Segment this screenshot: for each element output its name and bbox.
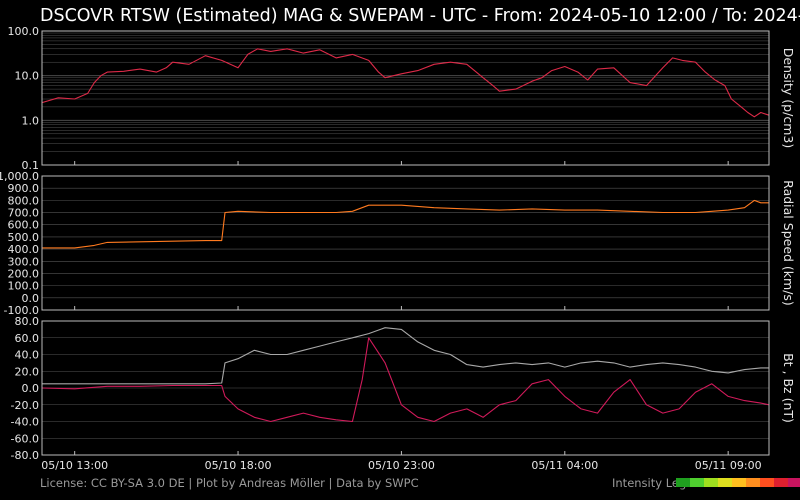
- magnetic-frame: [41, 320, 770, 456]
- speed-axis-label: Radial Speed (km/s): [781, 180, 796, 306]
- speed-ytick-label: -100.0: [4, 304, 39, 317]
- x-tick-label: 05/11 09:00: [695, 459, 762, 472]
- magnetic-ytick-label: 60.0: [15, 332, 40, 345]
- density-ytick-label: 10.0: [15, 70, 40, 83]
- legend-swatch: [718, 478, 732, 487]
- density-frame: [41, 30, 770, 166]
- legend-swatch: [760, 478, 774, 487]
- magnetic-ytick-label: 40.0: [15, 349, 40, 362]
- density-ytick-label: 100.0: [8, 25, 40, 38]
- magnetic-panel: 80.0 60.0 40.0 20.0 0.0 -20.0 -40.0 -60.0 -80.0 B…: [11, 315, 796, 462]
- speed-ytick-label: 500.0: [8, 231, 40, 244]
- legend-swatch: [690, 478, 704, 487]
- magnetic-ytick-label: -40.0: [11, 416, 39, 429]
- speed-ytick-label: 600.0: [8, 219, 40, 232]
- legend-swatch: [774, 478, 788, 487]
- speed-ytick-label: 800.0: [8, 194, 40, 207]
- footer-license: License: CC BY-SA 3.0 DE | Plot by Andre…: [40, 476, 419, 490]
- x-tick-label: 05/10 13:00: [41, 459, 108, 472]
- magnetic-series-bz: [41, 337, 770, 423]
- speed-frame: [41, 175, 770, 311]
- chart-title: DSCOVR RTSW (Estimated) MAG & SWEPAM - U…: [40, 6, 800, 26]
- density-ytick-label: 0.1: [22, 159, 40, 172]
- speed-ytick-label: 700.0: [8, 207, 40, 220]
- magnetic-axis-label: Bt , Bz (nT): [781, 353, 796, 423]
- magnetic-ytick-label: -20.0: [11, 399, 39, 412]
- speed-ytick-label: 900.0: [8, 182, 40, 195]
- legend-swatch: [676, 478, 690, 487]
- speed-ytick-label: 1,000.0: [0, 170, 39, 183]
- magnetic-ytick-label: 20.0: [15, 365, 40, 378]
- legend-swatch: [788, 478, 800, 487]
- x-tick-label: 05/11 04:00: [531, 459, 598, 472]
- speed-ytick-label: 200.0: [8, 267, 40, 280]
- x-tick-label: 05/10 23:00: [368, 459, 435, 472]
- magnetic-ytick-label: -80.0: [11, 449, 39, 462]
- speed-ytick-label: 100.0: [8, 280, 40, 293]
- intensity-legend-swatches: [676, 478, 800, 487]
- magnetic-ytick-label: 0.0: [22, 382, 40, 395]
- legend-swatch: [704, 478, 718, 487]
- legend-swatch: [732, 478, 746, 487]
- legend-swatch: [746, 478, 760, 487]
- speed-ytick-label: 300.0: [8, 255, 40, 268]
- density-axis-label: Density (p/cm3): [781, 48, 796, 148]
- density-ytick-label: 1.0: [22, 114, 40, 127]
- speed-ytick-label: 0.0: [22, 292, 40, 305]
- speed-ytick-label: 400.0: [8, 243, 40, 256]
- magnetic-ytick-label: 80.0: [15, 315, 40, 328]
- speed-series-line: [42, 199, 769, 249]
- x-tick-label: 05/10 18:00: [205, 459, 272, 472]
- speed-panel: 1,000.0900.0800.0700.0600.0500.0400.0300…: [0, 170, 796, 317]
- magnetic-series-bt: [42, 327, 769, 385]
- density-panel: 100.0 10.0 1.0 0.1 Density (p/cm3): [8, 25, 797, 172]
- density-series-line: [41, 48, 770, 118]
- magnetic-ytick-label: -60.0: [11, 432, 39, 445]
